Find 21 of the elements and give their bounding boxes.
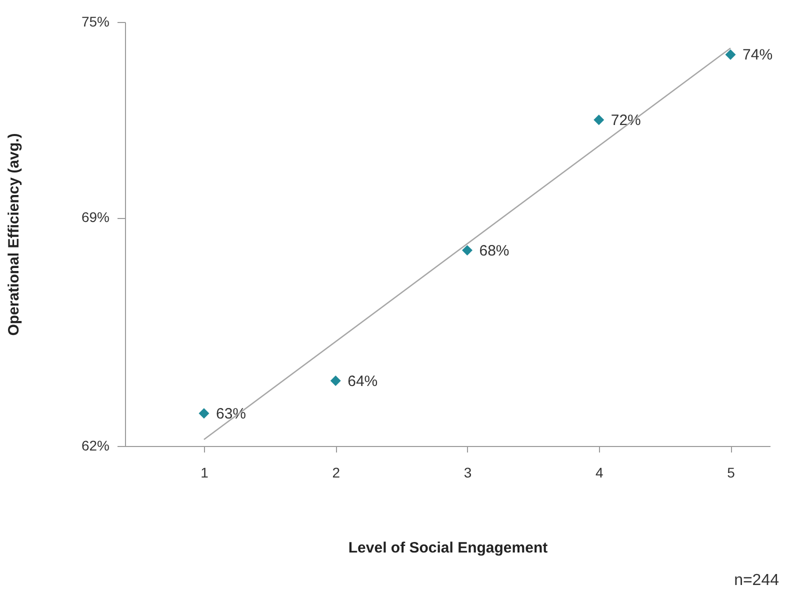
point <box>330 376 341 386</box>
data-label: 74% <box>742 46 773 64</box>
data-label: 63% <box>216 405 246 422</box>
x-axis-title: Level of Social Engagement <box>348 540 548 556</box>
text: n=244 <box>734 572 779 590</box>
x-tick-label: 3 <box>464 464 472 480</box>
point <box>725 49 736 60</box>
y-tick-label: 75% <box>81 14 110 30</box>
x-tick-label: 2 <box>332 464 340 480</box>
x-tick-label: 4 <box>595 464 604 480</box>
point <box>198 408 210 419</box>
y-tick-label: 62% <box>81 438 110 454</box>
x-tick-label: 1 <box>200 464 209 480</box>
data-label: 72% <box>610 112 641 129</box>
data-label: 64% <box>348 372 378 390</box>
y-tick-label: 69% <box>81 209 110 226</box>
point <box>462 245 472 256</box>
x-tick-label: 5 <box>727 464 736 480</box>
y-axis-title: Operational Efficiency (avg.) <box>5 133 22 336</box>
data-label: 68% <box>479 242 510 260</box>
point <box>594 114 604 126</box>
